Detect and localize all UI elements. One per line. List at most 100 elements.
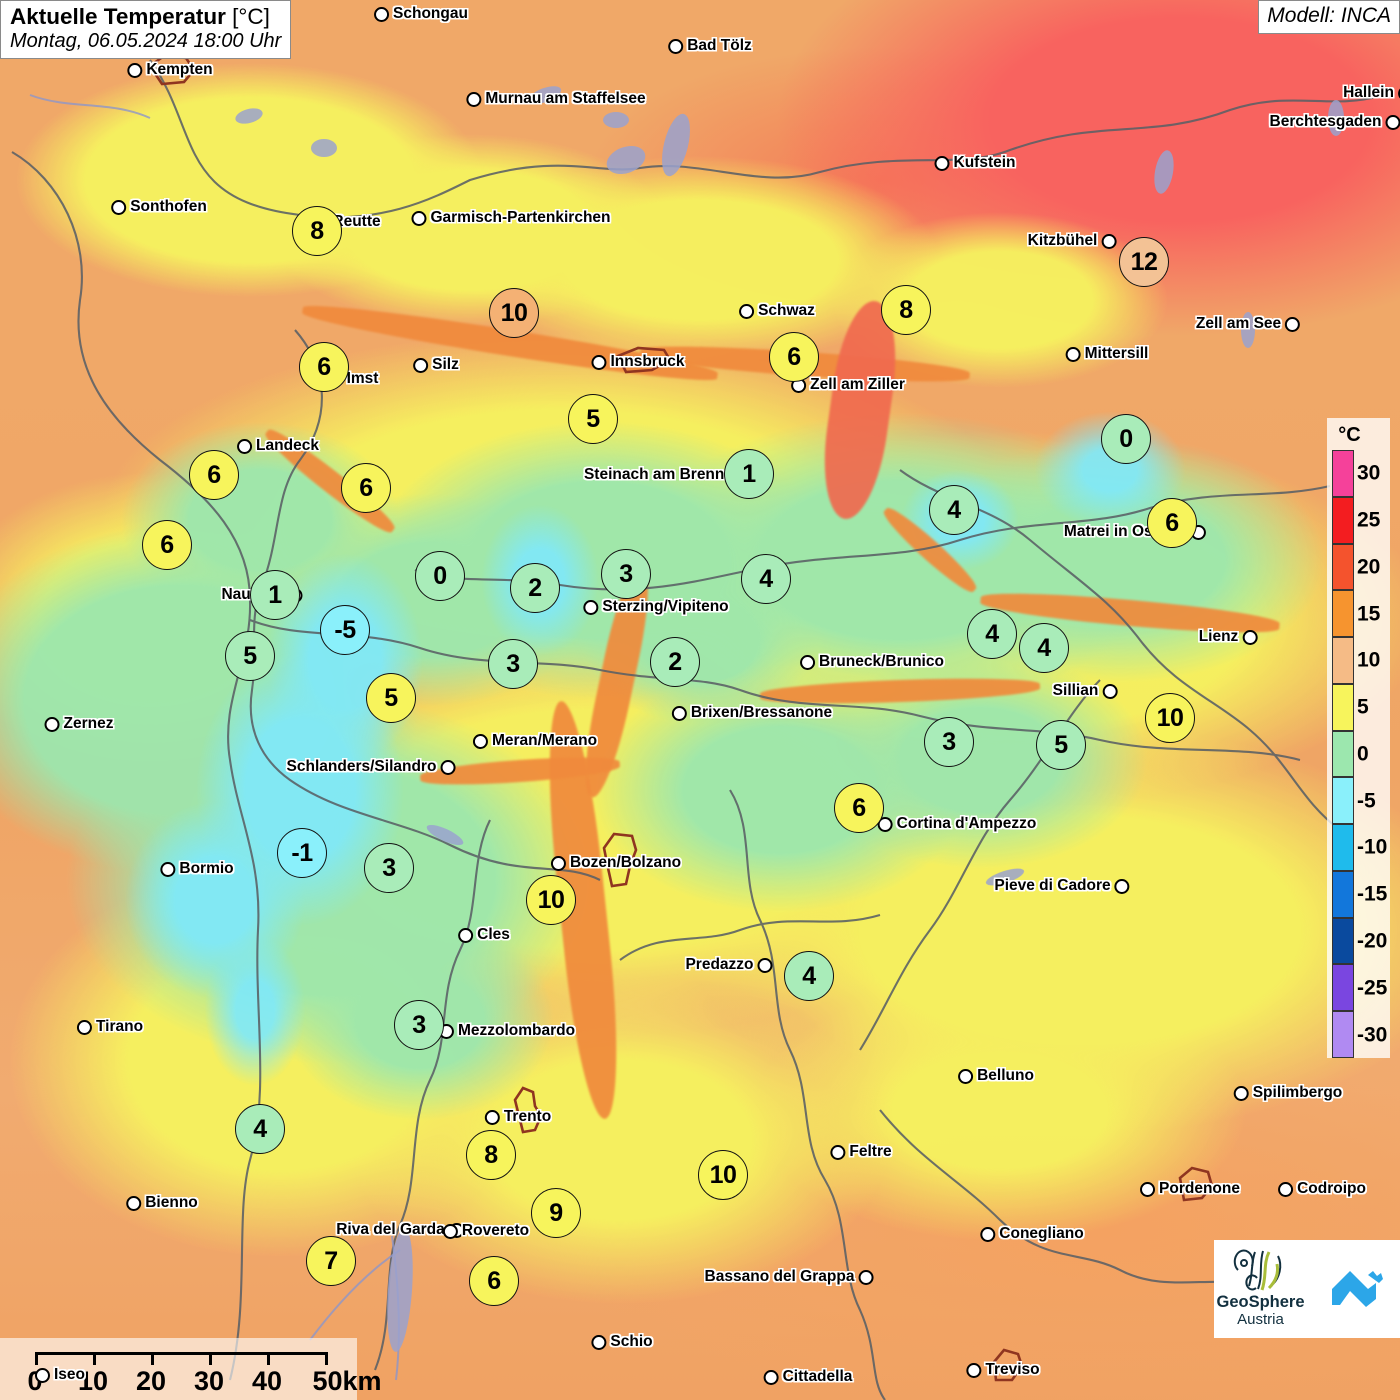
temperature-value-bubble[interactable]: -5 [320,605,370,655]
legend-swatch-minus25 [1332,964,1354,1012]
temperature-value-bubble[interactable]: 4 [1019,623,1069,673]
temperature-value-bubble[interactable]: 12 [1119,237,1169,287]
city-label: Kempten [146,61,213,78]
city-marker: Zell am Ziller [791,376,905,394]
legend-tick-0: 0 [1357,742,1369,766]
city-marker: Schwaz [739,302,815,320]
legend-swatch-30 [1332,450,1354,497]
temperature-value-bubble[interactable]: 6 [469,1256,519,1306]
city-label: Mezzolombardo [457,1022,576,1039]
city-marker: Brixen/Bressanone [671,704,832,722]
city-label: Schwaz [758,302,815,319]
temperature-value-bubble[interactable]: 6 [189,450,239,500]
city-dot-icon [458,927,474,943]
city-label: Murnau am Staffelsee [485,90,646,107]
temperature-value-bubble[interactable]: 3 [364,843,414,893]
city-dot-icon [1114,878,1130,894]
city-marker: Spilimbergo [1233,1084,1343,1102]
temperature-value-bubble[interactable]: 5 [225,631,275,681]
temperature-value-bubble[interactable]: 1 [250,570,300,620]
color-legend: °C 30 25 20 15 10 5 0 -5 -10 -15 -20 -25 -30 [1327,418,1390,1058]
city-dot-icon [668,38,684,54]
temperature-value-bubble[interactable]: 8 [466,1130,516,1180]
city-label: Kufstein [953,154,1016,171]
city-label: Berchtesgaden [1269,113,1382,130]
legend-tick-minus30: -30 [1357,1023,1388,1047]
temperature-value-bubble[interactable]: 8 [881,285,931,335]
temperature-value-bubble[interactable]: 3 [601,549,651,599]
legend-swatch-minus15 [1332,870,1354,918]
temperature-value-bubble[interactable]: 3 [394,1000,444,1050]
city-marker: Murnau am Staffelsee [466,90,646,108]
city-marker: Pieve di Cadore [994,877,1130,895]
temperature-value-bubble[interactable]: 9 [531,1188,581,1238]
city-dot-icon [1285,316,1301,332]
temperature-value-bubble[interactable]: 4 [741,554,791,604]
city-dot-icon [757,957,773,973]
city-label: Belluno [977,1067,1034,1084]
city-label: Hallein [1343,84,1394,101]
city-dot-icon [934,155,950,171]
temperature-value-bubble[interactable]: 3 [924,717,974,767]
city-dot-icon [591,1334,607,1350]
temperature-value-bubble[interactable]: 10 [698,1150,748,1200]
temperature-value-bubble[interactable]: 4 [967,609,1017,659]
temperature-value-bubble[interactable]: 8 [292,206,342,256]
temperature-value-bubble[interactable]: 10 [489,288,539,338]
temperature-value-bubble[interactable]: 6 [299,342,349,392]
temperature-value-bubble[interactable]: 1 [724,449,774,499]
temperature-value-bubble[interactable]: 7 [306,1236,356,1286]
scale-label: 10 [77,1366,109,1396]
temperature-value-bubble[interactable]: 2 [510,563,560,613]
scale-bar: 0 10 20 30 40 50km [0,1338,382,1400]
temperature-value-bubble[interactable]: 6 [1147,498,1197,548]
legend-tick-25: 25 [1357,508,1381,532]
city-label: Garmisch-Partenkirchen [430,209,611,226]
geosphere-logo-line2: Austria [1237,1310,1284,1328]
temperature-value-bubble[interactable]: 10 [1145,693,1195,743]
scale-tick [151,1352,154,1365]
city-dot-icon [1140,1181,1156,1197]
city-marker: Feltre [830,1143,892,1161]
city-dot-icon [1278,1181,1294,1197]
city-marker: Innsbruck [591,353,685,371]
temperature-value-bubble[interactable]: 6 [769,332,819,382]
temperature-value-bubble[interactable]: 5 [366,673,416,723]
temperature-value-bubble[interactable]: 5 [568,394,618,444]
temperature-value-bubble[interactable]: 5 [1036,720,1086,770]
scale-label: 50km [312,1366,382,1396]
temperature-value-bubble[interactable]: 2 [650,637,700,687]
city-marker: Bruneck/Brunico [800,653,944,671]
city-dot-icon [76,1019,92,1035]
temperature-value-bubble[interactable]: 3 [488,639,538,689]
city-dot-icon [374,6,390,22]
city-marker: Iseo [34,1366,85,1384]
city-label: Feltre [849,1143,892,1160]
city-label: Conegliano [999,1225,1084,1242]
city-label: Spilimbergo [1252,1084,1343,1101]
city-label: Kitzbühel [1027,232,1098,249]
city-marker: Garmisch-Partenkirchen [411,209,611,227]
temperature-value-bubble[interactable]: 10 [526,875,576,925]
city-label: Codroipo [1297,1180,1366,1197]
city-marker: Kempten [127,61,213,79]
city-label: Schlanders/Silandro [286,758,437,775]
city-marker: Treviso [966,1361,1040,1379]
temperature-value-bubble[interactable]: 6 [142,520,192,570]
temperature-value-bubble[interactable]: 0 [1101,414,1151,464]
city-marker: Conegliano [980,1225,1084,1243]
temperature-value-bubble[interactable]: 6 [834,783,884,833]
legend-swatch-minus10 [1332,824,1354,871]
temperature-value-bubble[interactable]: 4 [784,951,834,1001]
temperature-value-bubble[interactable]: 4 [235,1104,285,1154]
city-label: Mittersill [1084,345,1149,362]
temperature-value-bubble[interactable]: -1 [277,828,327,878]
temperature-value-bubble[interactable]: 0 [415,551,465,601]
geosphere-mark-icon [1233,1249,1281,1291]
city-marker: Trento [484,1108,551,1126]
temperature-value-bubble[interactable]: 4 [929,485,979,535]
city-dot-icon [127,62,143,78]
city-label: Riva del Garda [336,1221,445,1238]
temperature-value-bubble[interactable]: 6 [341,463,391,513]
city-marker: Kitzbühel [1028,232,1117,250]
